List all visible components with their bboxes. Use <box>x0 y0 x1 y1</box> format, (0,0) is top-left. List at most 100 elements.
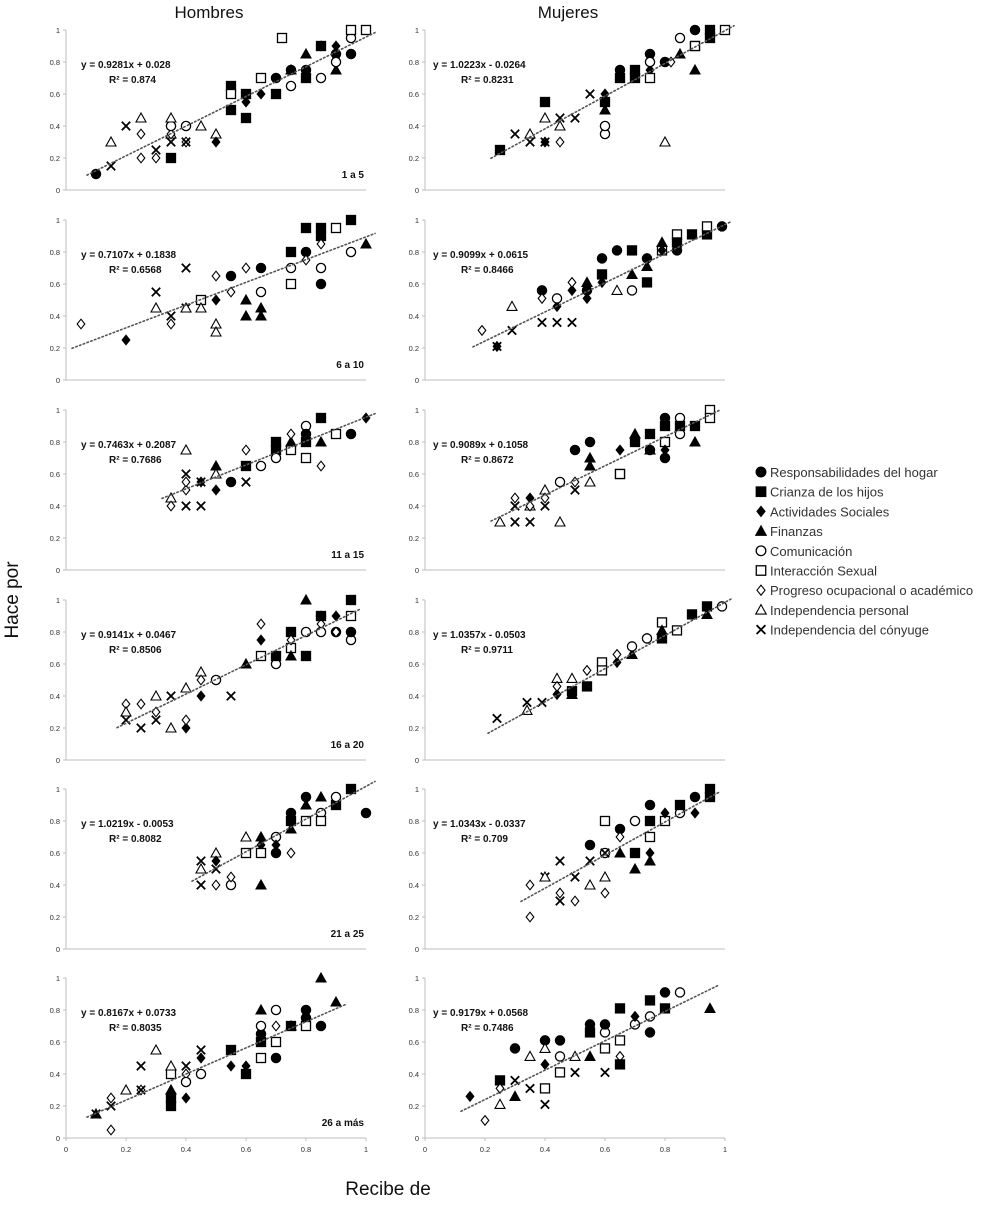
point-finanzas <box>300 47 312 59</box>
point-progreso-ocupacional-o-academico <box>570 476 580 488</box>
point-independencia-del-conyuge <box>151 715 161 725</box>
point-actividades-sociales <box>567 284 577 297</box>
point-independencia-personal <box>150 1043 162 1055</box>
point-actividades-sociales <box>582 292 592 305</box>
point-progreso-ocupacional-o-academico <box>271 1020 281 1032</box>
y-tick-label: 0.6 <box>50 849 60 858</box>
point-independencia-personal <box>120 1083 132 1095</box>
y-tick-label: 0.6 <box>409 280 419 289</box>
point-crianza-de-los-hijos <box>315 610 327 622</box>
point-crianza-de-los-hijos <box>701 601 713 612</box>
point-actividades-sociales <box>465 1090 475 1103</box>
r-squared-label: R² = 0.8035 <box>109 1023 162 1034</box>
y-tick-label: 1 <box>56 406 60 415</box>
y-tick-label: 0.4 <box>50 881 60 890</box>
point-independencia-personal <box>180 443 192 455</box>
y-tick-label: 0.2 <box>409 1102 419 1111</box>
point-responsabilidades-del-hogar <box>360 807 372 819</box>
point-crianza-de-los-hijos <box>539 96 551 108</box>
point-independencia-del-conyuge <box>211 864 221 874</box>
point-progreso-ocupacional-o-academico <box>582 664 592 677</box>
point-interaccion-sexual <box>285 444 297 456</box>
point-crianza-de-los-hijos <box>345 214 357 226</box>
point-independencia-del-conyuge <box>555 856 565 866</box>
point-independencia-personal <box>539 111 551 123</box>
panel-mujeres-16-a-20: 0 0.2 0.4 0.6 0.8 1 y = 1.0357x - 0.0503 R² = 0… <box>409 596 732 765</box>
point-finanzas <box>255 301 267 313</box>
trendline <box>191 780 376 882</box>
point-independencia-del-conyuge <box>492 713 502 724</box>
y-tick-label: 0.8 <box>409 58 419 67</box>
point-independencia-del-conyuge <box>552 317 562 328</box>
point-interaccion-sexual <box>701 221 713 232</box>
point-responsabilidades-del-hogar <box>584 436 596 448</box>
y-tick-label: 0 <box>415 566 419 575</box>
y-tick-label: 1 <box>415 785 419 794</box>
point-comunicacion <box>180 1076 192 1088</box>
point-crianza-de-los-hijos <box>689 420 701 432</box>
y-tick-label: 1 <box>415 216 419 225</box>
point-independencia-del-conyuge <box>196 880 206 890</box>
point-progreso-ocupacional-o-academico <box>226 286 236 298</box>
r-squared-label: R² = 0.8466 <box>461 265 514 276</box>
legend-label: Crianza de los hijos <box>770 485 884 500</box>
point-comunicacion <box>551 293 563 304</box>
point-progreso-ocupacional-o-academico <box>166 318 176 330</box>
point-independencia-personal <box>180 681 192 693</box>
y-tick-label: 0 <box>56 376 60 385</box>
point-responsabilidades-del-hogar <box>345 626 357 638</box>
y-tick-label: 0 <box>56 186 60 195</box>
x-tick-label: 0.4 <box>181 1145 191 1154</box>
panel-hombres-1-a-5: 0 0.2 0.4 0.6 0.8 1 y = 0.9281x + 0.028 R² = 0.… <box>50 24 376 195</box>
point-interaccion-sexual <box>719 24 731 36</box>
point-responsabilidades-del-hogar <box>315 278 327 290</box>
y-tick-label: 0.4 <box>50 1070 60 1079</box>
panel-hombres-21-a-25: 0 0.2 0.4 0.6 0.8 1 y = 1.0219x - 0.0053 R² = 0… <box>50 780 376 954</box>
point-independencia-del-conyuge <box>570 485 580 495</box>
trendline <box>86 31 376 176</box>
point-independencia-del-conyuge <box>181 263 191 273</box>
point-crianza-de-los-hijos <box>641 277 653 288</box>
y-tick-label: 0 <box>56 1134 60 1143</box>
point-comunicacion <box>554 1051 566 1062</box>
point-independencia-personal <box>524 127 536 139</box>
point-responsabilidades-del-hogar <box>644 799 656 811</box>
panel-hombres-11-a-15: 0 0.2 0.4 0.6 0.8 1 y = 0.7463x + 0.2087 R² = 0… <box>50 406 376 575</box>
point-progreso-ocupacional-o-academico <box>537 292 547 305</box>
point-crianza-de-los-hijos <box>584 1027 596 1038</box>
point-independencia-personal <box>524 1050 536 1061</box>
point-comunicacion <box>315 72 327 84</box>
point-independencia-del-conyuge <box>121 121 131 131</box>
point-responsabilidades-del-hogar <box>689 24 701 36</box>
trendline <box>460 984 720 1113</box>
point-progreso-ocupacional-o-academico <box>241 262 251 274</box>
x-tick-label: 0.6 <box>241 1145 251 1154</box>
r-squared-label: R² = 0.8082 <box>109 834 162 845</box>
point-crianza-de-los-hijos <box>644 428 656 440</box>
y-tick-label: 0 <box>415 186 419 195</box>
open-triangle-icon <box>754 603 768 615</box>
point-responsabilidades-del-hogar <box>659 987 671 998</box>
point-progreso-ocupacional-o-academico <box>166 500 176 512</box>
point-actividades-sociales <box>211 136 221 148</box>
r-squared-label: R² = 0.709 <box>461 834 508 845</box>
filled-triangle-icon <box>754 524 768 536</box>
point-independencia-del-conyuge <box>525 1083 535 1094</box>
age-group-label: 26 a más <box>322 1118 365 1129</box>
point-independencia-del-conyuge <box>555 896 565 906</box>
point-progreso-ocupacional-o-academico <box>226 871 236 883</box>
panel-mujeres-11-a-15: 0 0.2 0.4 0.6 0.8 1 y = 0.9089x + 0.1058 R² = 0… <box>409 404 725 575</box>
point-independencia-personal <box>165 1059 177 1071</box>
point-independencia-personal <box>195 119 207 131</box>
point-progreso-ocupacional-o-academico <box>480 1114 490 1127</box>
y-tick-label: 0.6 <box>409 90 419 99</box>
point-independencia-del-conyuge <box>525 517 535 527</box>
panel-mujeres-26-a-mas: 0 0.2 0.4 0.6 0.8 1 0 0.2 0.4 0.6 0.8 1 y = 0.9179x … <box>409 974 728 1154</box>
y-tick-label: 0.2 <box>409 913 419 922</box>
point-interaccion-sexual <box>599 1043 611 1054</box>
legend-label: Finanzas <box>770 524 823 539</box>
point-independencia-personal <box>210 325 222 337</box>
point-crianza-de-los-hijos <box>494 144 506 156</box>
point-progreso-ocupacional-o-academico <box>211 270 221 282</box>
point-crianza-de-los-hijos <box>629 436 641 448</box>
